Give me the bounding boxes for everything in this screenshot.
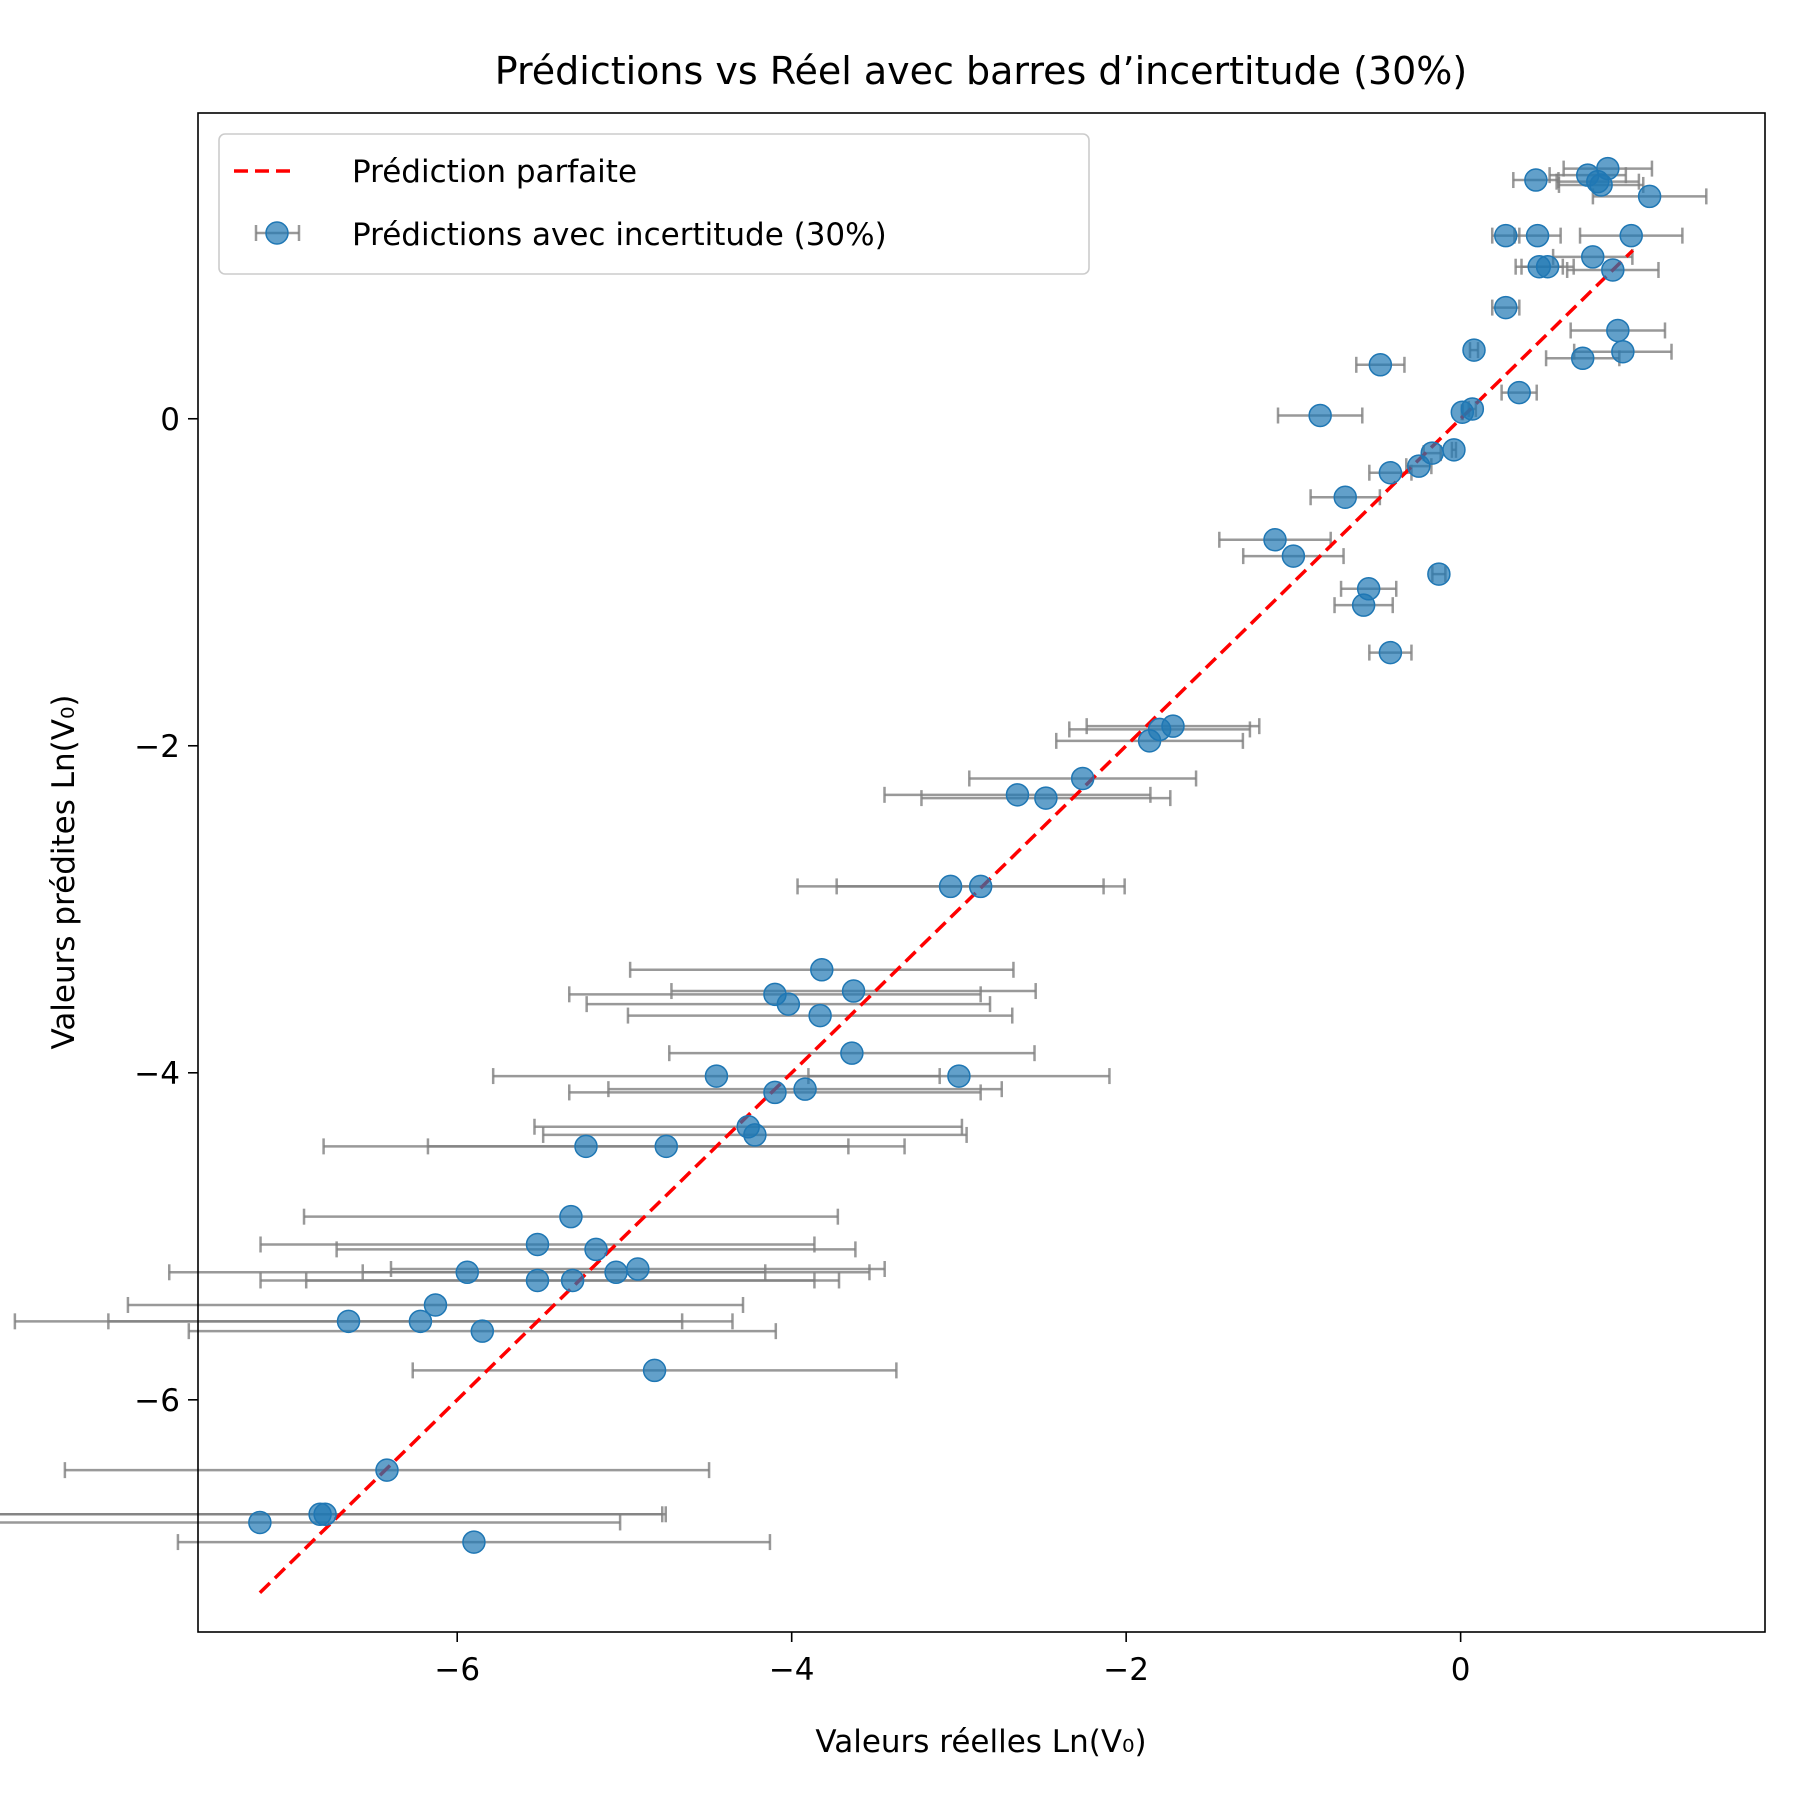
y-tick-label: 0 — [160, 402, 180, 438]
legend-label-reference: Prédiction parfaite — [352, 154, 637, 190]
error-bars-group — [0, 160, 1708, 1551]
data-point — [1333, 485, 1357, 509]
data-point — [1005, 783, 1030, 807]
data-point — [1580, 245, 1605, 269]
data-point — [1524, 168, 1548, 192]
data-point — [1281, 544, 1306, 568]
data-point — [1570, 346, 1595, 371]
data-point — [938, 874, 963, 899]
data-point — [1070, 766, 1095, 791]
data-point — [336, 1309, 361, 1334]
data-point — [408, 1309, 433, 1334]
points-group — [248, 156, 1662, 1554]
data-point — [763, 1080, 787, 1105]
data-point — [1596, 156, 1620, 181]
data-point — [1420, 441, 1444, 465]
plot-area — [0, 156, 1708, 1595]
data-point — [1606, 318, 1630, 343]
plot-frame — [197, 112, 1766, 1633]
data-point — [810, 958, 834, 982]
data-point — [313, 1502, 337, 1527]
data-point — [584, 1237, 608, 1262]
data-point — [736, 1115, 760, 1139]
data-point — [1442, 438, 1466, 462]
data-point — [654, 1134, 679, 1159]
data-point — [947, 1064, 971, 1088]
data-point — [1356, 577, 1381, 601]
data-point — [1462, 338, 1486, 362]
x-tick-label: −4 — [769, 1652, 815, 1688]
data-point — [1308, 403, 1332, 428]
legend-box — [218, 133, 1090, 275]
data-point — [704, 1064, 729, 1088]
data-point — [1601, 258, 1625, 282]
legend-label-predictions: Prédictions avec incertitude (30%) — [352, 217, 887, 253]
x-axis-label: Valeurs réelles Ln(V₀) — [815, 1724, 1146, 1760]
y-axis-label: Valeurs prédites Ln(V₀) — [46, 695, 82, 1050]
data-point — [642, 1358, 667, 1383]
data-point — [1368, 353, 1393, 377]
legend-point-swatch — [254, 221, 301, 245]
data-point — [1619, 223, 1643, 248]
data-point — [1525, 223, 1550, 248]
data-point — [470, 1319, 495, 1343]
data-point — [1611, 339, 1635, 364]
y-tick-label: −2 — [134, 729, 180, 765]
perfect-prediction-line — [258, 249, 1635, 1595]
data-point — [1460, 397, 1485, 421]
data-point — [375, 1458, 399, 1482]
x-tick-label: −2 — [1103, 1652, 1149, 1688]
y-axis-ticks: −6 −4 −2 0 — [134, 402, 198, 1419]
data-point — [1427, 562, 1451, 586]
data-point — [423, 1293, 448, 1317]
data-point — [1535, 254, 1560, 279]
data-point — [560, 1268, 585, 1293]
x-axis-ticks: −6 −4 −2 0 — [434, 1632, 1470, 1688]
data-point — [559, 1204, 583, 1229]
data-point — [626, 1257, 650, 1281]
data-point — [525, 1232, 550, 1257]
data-point — [1034, 786, 1058, 810]
data-point — [248, 1510, 272, 1535]
data-point — [1161, 714, 1185, 738]
x-tick-label: −6 — [434, 1652, 480, 1688]
data-point — [808, 1003, 832, 1028]
x-tick-label: 0 — [1451, 1652, 1471, 1688]
data-point — [1378, 460, 1403, 485]
data-point — [1494, 223, 1518, 248]
data-point — [793, 1077, 817, 1101]
data-point — [574, 1134, 598, 1159]
data-point — [840, 1041, 864, 1065]
data-point — [1637, 184, 1662, 209]
data-point — [1494, 295, 1518, 320]
data-point — [604, 1260, 628, 1285]
data-point — [763, 982, 787, 1007]
data-point — [1378, 640, 1403, 665]
y-tick-label: −4 — [134, 1056, 180, 1092]
data-point — [1507, 380, 1531, 405]
data-point — [1263, 528, 1287, 552]
legend: Prédiction parfaite Prédictions avec inc… — [218, 133, 1090, 275]
data-point — [455, 1260, 479, 1285]
data-point — [525, 1268, 550, 1293]
chart-title: Prédictions vs Réel avec barres d’incert… — [495, 49, 1468, 93]
data-point — [841, 979, 866, 1003]
data-point — [462, 1530, 486, 1554]
data-point — [968, 874, 993, 899]
y-tick-label: −6 — [134, 1383, 180, 1419]
